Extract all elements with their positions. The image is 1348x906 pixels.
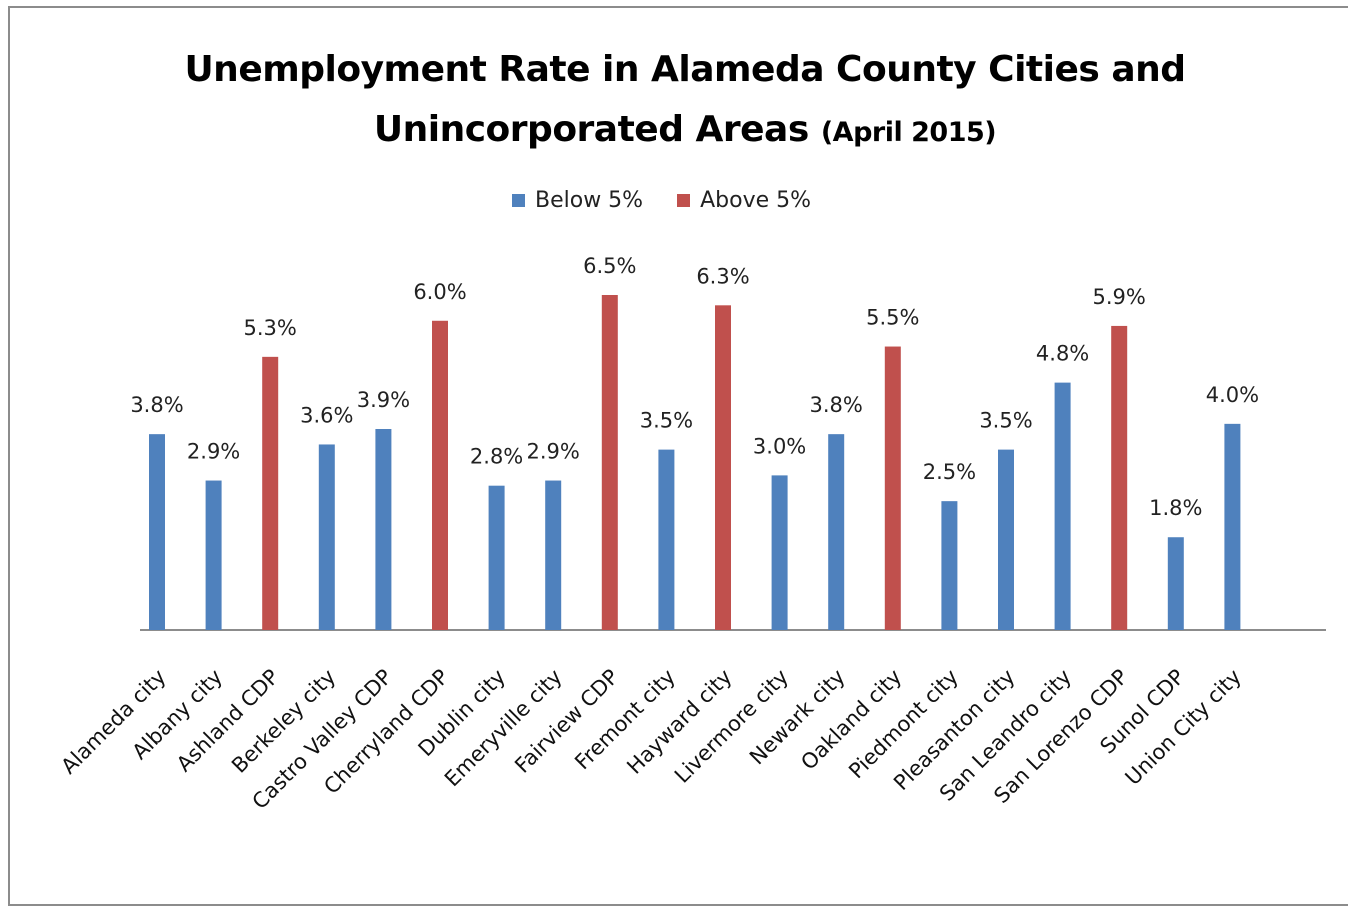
bar [601, 295, 618, 630]
bar [432, 320, 448, 630]
data-label: 4.8% [1036, 342, 1089, 366]
legend: Below 5% Above 5% [512, 188, 811, 213]
data-label: 3.8% [810, 393, 863, 417]
data-label: 3.0% [753, 434, 806, 458]
chart-title-line-2: Unincorporated Areas (April 2015) [0, 100, 1348, 163]
bar [771, 475, 788, 630]
bar [1054, 382, 1071, 630]
legend-entry-above: Above 5% [677, 188, 811, 213]
data-label: 4.0% [1206, 383, 1259, 407]
data-label: 5.3% [244, 316, 297, 340]
legend-entry-below: Below 5% [512, 188, 643, 213]
data-label: 2.9% [527, 440, 580, 464]
chart-title-line-1: Unemployment Rate in Alameda County Citi… [184, 49, 1186, 90]
legend-swatch-above [677, 194, 691, 207]
data-label: 1.8% [1149, 496, 1202, 520]
bar [884, 346, 901, 630]
bar [1224, 423, 1241, 630]
data-label: 6.0% [413, 280, 466, 304]
bar [941, 501, 958, 630]
data-label: 2.9% [187, 440, 240, 464]
bar [488, 485, 505, 630]
bar [149, 434, 165, 630]
bar [998, 449, 1014, 630]
data-label: 5.5% [866, 306, 919, 330]
bar [1167, 537, 1184, 630]
data-label: 2.8% [470, 445, 523, 469]
data-label: 3.5% [979, 409, 1032, 433]
bar [1111, 325, 1128, 630]
legend-swatch-below [512, 194, 525, 207]
chart-title-suffix: (April 2015) [820, 117, 997, 148]
data-label: 3.8% [130, 393, 183, 417]
bar [715, 305, 731, 630]
data-label: 6.3% [696, 264, 749, 288]
bar [318, 444, 335, 630]
data-label: 3.5% [640, 409, 693, 433]
data-label: 5.9% [1093, 285, 1146, 309]
bar [658, 449, 675, 630]
bar [262, 356, 279, 630]
chart-title: Unemployment Rate in Alameda County Citi… [0, 40, 1348, 163]
legend-label-below: Below 5% [535, 188, 644, 213]
bar [828, 434, 845, 630]
data-label: 6.5% [583, 254, 636, 278]
bar [375, 429, 392, 630]
chart-title-main: Unincorporated Areas [373, 109, 809, 150]
data-label: 3.6% [300, 403, 353, 427]
bar [545, 480, 562, 630]
data-label: 3.9% [357, 388, 410, 412]
data-label: 2.5% [923, 460, 976, 484]
legend-label-above: Above 5% [700, 188, 812, 213]
bar [205, 480, 222, 630]
